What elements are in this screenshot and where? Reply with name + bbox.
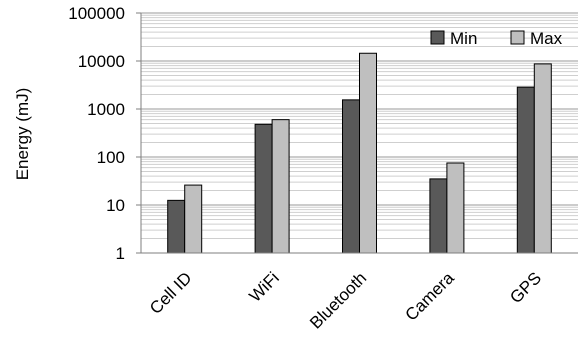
y-tick-labels: 1 10 100 1000 10000 100000 [68, 4, 125, 263]
x-category-label: WiFi [245, 268, 282, 305]
bar-max-camera [446, 162, 465, 254]
y-tick-label: 1000 [87, 100, 125, 119]
bar-min-camera [429, 178, 448, 254]
legend-swatch-min [430, 30, 445, 45]
bar-min-wifi [254, 123, 273, 254]
y-axis-title: Energy (mJ) [13, 88, 32, 181]
bar-min-bluetooth [342, 99, 360, 254]
bar-max-gps [533, 63, 552, 254]
y-tick-label: 1 [116, 244, 125, 263]
y-tick-label: 10 [106, 196, 125, 215]
x-category-label: Bluetooth [306, 268, 370, 332]
axes [136, 12, 578, 254]
bar-max-cell-id [184, 184, 203, 254]
y-tick-label: 10000 [78, 52, 125, 71]
bar-max-wifi [271, 119, 290, 254]
legend-swatch-max [510, 30, 525, 45]
x-category-labels: Cell ID WiFi Bluetooth Camera GPS [146, 268, 545, 333]
y-tick-label: 100000 [68, 4, 125, 23]
legend-label-max: Max [530, 29, 563, 48]
bar-max-bluetooth [359, 52, 377, 254]
bar-min-cell-id [167, 199, 186, 254]
x-category-label: Cell ID [146, 268, 196, 318]
bar-min-gps [516, 86, 535, 254]
y-tick-label: 100 [97, 148, 125, 167]
x-category-label: Camera [402, 268, 459, 325]
legend: Min Max [430, 29, 563, 48]
bars [167, 52, 552, 254]
x-category-label: GPS [506, 268, 545, 307]
legend-label-min: Min [450, 29, 477, 48]
